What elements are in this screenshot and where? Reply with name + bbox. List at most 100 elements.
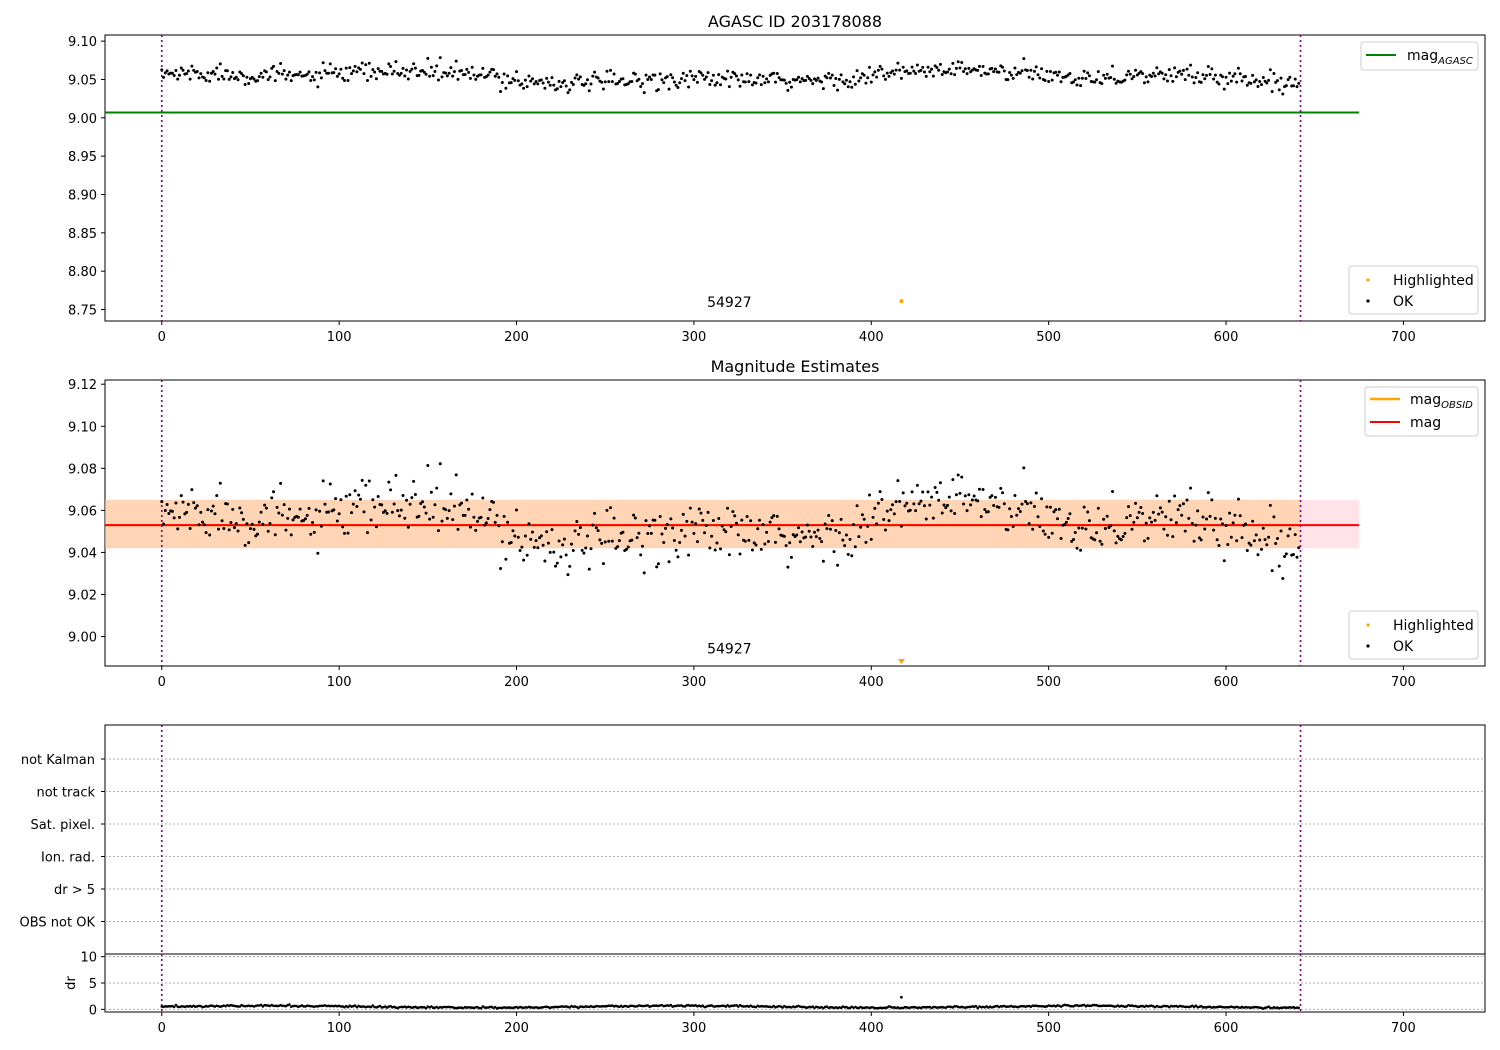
- ok-point: [1016, 507, 1020, 511]
- ok-point: [786, 88, 790, 92]
- ok-point: [1075, 546, 1079, 550]
- ok-point: [1283, 555, 1287, 559]
- ok-point: [1235, 539, 1239, 543]
- ok-point: [1251, 73, 1255, 77]
- ok-point: [770, 516, 774, 520]
- ok-point: [1220, 522, 1224, 526]
- ok-point: [413, 493, 417, 497]
- ok-point: [855, 69, 859, 73]
- ok-point: [1160, 71, 1164, 75]
- ok-point: [864, 540, 868, 544]
- ok-point: [305, 513, 309, 517]
- ok-point: [938, 481, 942, 485]
- ok-point: [765, 77, 769, 81]
- ok-point: [621, 77, 625, 81]
- ok-point: [727, 553, 731, 557]
- ok-point: [1291, 84, 1295, 88]
- ok-point: [883, 77, 887, 81]
- ok-point: [222, 77, 226, 81]
- ok-point: [1059, 80, 1063, 84]
- ok-point: [956, 60, 960, 64]
- ok-point: [486, 517, 490, 521]
- ok-point: [245, 75, 249, 79]
- ok-point: [772, 514, 776, 518]
- ok-point: [279, 481, 283, 485]
- ok-point: [708, 83, 712, 87]
- ok-point: [1056, 73, 1060, 77]
- ok-point: [433, 503, 437, 507]
- ok-point: [1291, 553, 1295, 557]
- ok-point: [752, 541, 756, 545]
- ok-point: [660, 78, 664, 82]
- ok-point: [949, 72, 953, 76]
- ok-point: [977, 64, 981, 68]
- ok-point: [782, 78, 786, 82]
- ok-point: [736, 78, 740, 82]
- ok-point: [958, 491, 962, 495]
- ok-point: [186, 69, 190, 73]
- ok-point: [428, 74, 432, 78]
- ok-point: [596, 76, 600, 80]
- ok-point: [160, 68, 164, 72]
- magnitude-plot-area: [104, 379, 1486, 667]
- ok-point: [875, 522, 879, 526]
- ok-point: [341, 525, 345, 529]
- ok-point: [241, 517, 245, 521]
- ok-point: [550, 76, 554, 80]
- ok-point: [990, 66, 994, 70]
- ok-point: [573, 76, 577, 80]
- ok-point: [763, 81, 767, 85]
- ok-point: [713, 548, 717, 552]
- ok-point: [800, 530, 804, 534]
- ok-point: [1034, 491, 1038, 495]
- ok-point: [1297, 546, 1301, 550]
- ok-point: [582, 551, 586, 555]
- ok-point: [1057, 507, 1061, 511]
- ok-point: [820, 540, 824, 544]
- ok-point: [1288, 527, 1292, 531]
- ok-point: [1040, 497, 1044, 501]
- ok-point: [601, 562, 605, 566]
- ok-point: [901, 65, 905, 69]
- ok-point: [992, 70, 996, 74]
- ok-point: [1192, 81, 1196, 85]
- legend-bottom-right: [1348, 265, 1479, 315]
- ok-point: [1100, 542, 1104, 546]
- ok-point: [399, 71, 403, 75]
- ok-point: [1116, 534, 1120, 538]
- ok-point: [541, 543, 545, 547]
- ok-point: [1018, 71, 1022, 75]
- ok-point: [1215, 80, 1219, 84]
- ok-point: [639, 85, 643, 89]
- ok-point: [1027, 75, 1031, 79]
- ok-point: [346, 78, 350, 82]
- ok-point: [585, 78, 589, 82]
- ok-point: [731, 510, 735, 514]
- ok-point: [603, 80, 607, 84]
- ok-point: [264, 70, 268, 74]
- ok-point: [1079, 548, 1083, 552]
- ok-point: [522, 558, 526, 562]
- ok-point: [722, 528, 726, 532]
- flag-category-label: not track: [36, 786, 95, 801]
- ok-point: [871, 515, 875, 519]
- ok-point: [483, 523, 487, 527]
- ok-point: [653, 518, 657, 522]
- ok-point: [257, 75, 261, 79]
- ok-point: [192, 501, 196, 505]
- y-tick-label: 9.06: [68, 504, 97, 519]
- ok-point: [256, 532, 260, 536]
- ok-point: [215, 494, 219, 498]
- ok-point: [165, 503, 169, 507]
- flag-category-label: dr > 5: [54, 883, 95, 898]
- ok-point: [1036, 515, 1040, 519]
- dr-point: [736, 1005, 740, 1008]
- ok-point: [729, 525, 733, 529]
- ok-point: [616, 81, 620, 85]
- ok-point: [905, 501, 909, 505]
- ok-point: [763, 542, 767, 546]
- ok-point: [394, 473, 398, 477]
- x-tick-label: 700: [1391, 330, 1416, 345]
- ok-point: [562, 537, 566, 541]
- ok-point: [465, 498, 469, 502]
